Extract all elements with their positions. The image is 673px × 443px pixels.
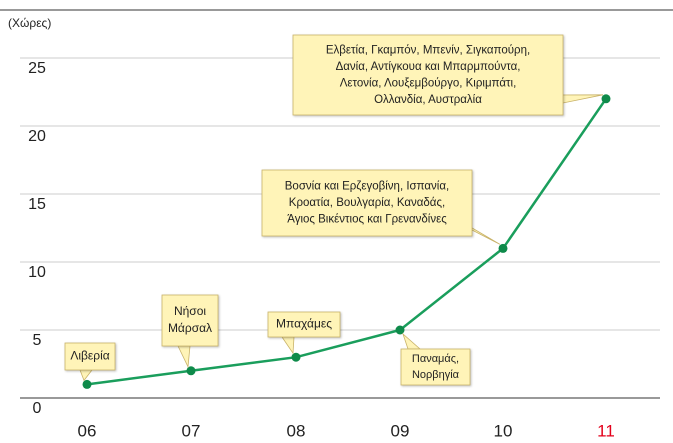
callout-box (292, 34, 564, 116)
data-point (498, 243, 508, 253)
y-tick-label: 20 (28, 128, 46, 145)
data-point (395, 325, 405, 335)
callout-text: Παναμάς, (412, 353, 459, 365)
callout-text: Μάρσαλ (168, 321, 212, 335)
data-point (291, 352, 301, 362)
x-tick-label: 07 (182, 421, 201, 438)
callout-tail (177, 345, 191, 369)
y-tick-label: 0 (33, 400, 42, 417)
callout-box (400, 348, 471, 386)
x-tick-label: 06 (78, 421, 97, 438)
y-tick-label: 5 (33, 332, 42, 349)
y-axis-label: (Χώρες) (8, 16, 51, 30)
x-tick-label: 11 (597, 421, 615, 438)
callout-box (267, 311, 341, 338)
data-point (186, 366, 196, 376)
data-point (82, 379, 92, 389)
callout-tail (281, 336, 295, 355)
data-line (86, 98, 608, 386)
callout-text: Νήσοι (174, 304, 206, 318)
x-tick-label: 10 (494, 421, 513, 438)
callout-text: Λετονία, Λουξεμβούργο, Κιριμπάτι, (340, 77, 517, 89)
callout-text: Νορβηγία (412, 369, 460, 381)
callout-text: Μπαχάμες (276, 317, 332, 331)
callout-box (261, 169, 473, 237)
callout-text: Λιβερία (70, 349, 109, 363)
data-point (601, 94, 611, 104)
y-tick-label: 25 (28, 60, 46, 77)
callout-text: Κροατία, Βουλγαρία, Καναδάς, (289, 197, 445, 209)
callout-tail (402, 332, 422, 350)
callout-text: Ελβετία, Γκαμπόν, Μπενίν, Σιγκαπούρη, (326, 44, 530, 56)
callout-tail (79, 369, 93, 382)
callout-text: Ολλανδία, Αυστραλία (374, 94, 482, 106)
y-tick-label: 10 (28, 264, 46, 281)
callout-text: Άγιος Βικέντιος και Γρενανδίνες (287, 214, 447, 226)
callout-box (161, 294, 219, 347)
x-tick-label: 08 (287, 421, 306, 438)
callout-text: Δανία, Αντίγκουα και Μπαρμπούντα, (336, 61, 521, 73)
callout-text: Βοσνία και Ερζεγοβίνη, Ισπανία, (285, 181, 449, 193)
callout-box (64, 342, 116, 371)
y-tick-label: 15 (28, 196, 46, 213)
x-tick-label: 09 (391, 421, 410, 438)
